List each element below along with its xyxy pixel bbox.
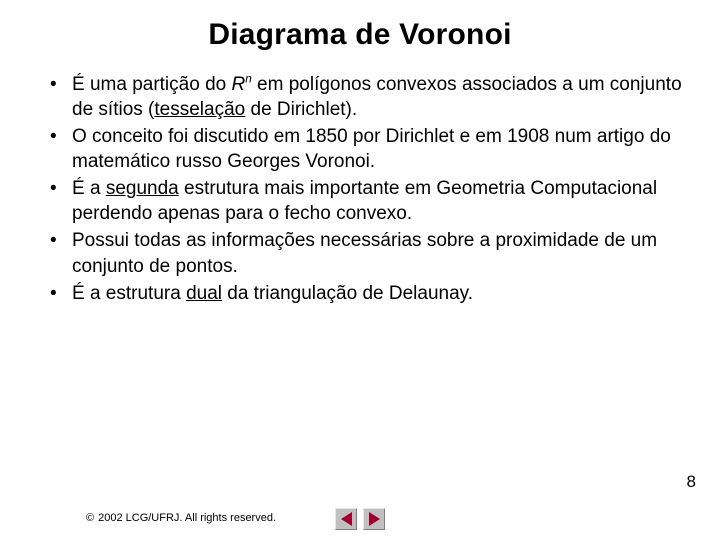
bullet-text: É uma partição do: [72, 74, 231, 95]
bullet-text: É a: [72, 178, 106, 199]
prev-button[interactable]: [335, 508, 357, 530]
copyright-icon: ©: [86, 512, 94, 524]
slide-container: Diagrama de Voronoi É uma partição do Rn…: [0, 0, 720, 540]
underlined-term: tesselação: [154, 99, 245, 120]
slide-title: Diagrama de Voronoi: [32, 18, 688, 52]
bullet-text: O conceito foi discutido em 1850 por Dir…: [72, 126, 671, 172]
list-item: É a segunda estrutura mais importante em…: [50, 176, 688, 226]
underlined-term: segunda: [106, 178, 179, 199]
page-number: 8: [687, 472, 696, 492]
bullet-list: É uma partição do Rn em polígonos convex…: [50, 72, 688, 306]
footer: © 2002 LCG/UFRJ. All rights reserved.: [86, 512, 276, 524]
next-button[interactable]: [363, 508, 385, 530]
footer-text: 2002 LCG/UFRJ. All rights reserved.: [98, 512, 276, 524]
nav-controls: [335, 508, 385, 530]
list-item: Possui todas as informações necessárias …: [50, 228, 688, 278]
bullet-text: Possui todas as informações necessárias …: [72, 230, 657, 276]
math-symbol: R: [231, 74, 245, 95]
list-item: O conceito foi discutido em 1850 por Dir…: [50, 124, 688, 174]
triangle-right-icon: [369, 512, 380, 526]
list-item: É uma partição do Rn em polígonos convex…: [50, 72, 688, 122]
list-item: É a estrutura dual da triangulação de De…: [50, 281, 688, 306]
triangle-left-icon: [341, 512, 352, 526]
underlined-term: dual: [186, 283, 222, 304]
bullet-text: É a estrutura: [72, 283, 186, 304]
slide-content: É uma partição do Rn em polígonos convex…: [32, 72, 688, 306]
bullet-text: de Dirichlet).: [245, 99, 357, 120]
bullet-text: da triangulação de Delaunay.: [222, 283, 473, 304]
